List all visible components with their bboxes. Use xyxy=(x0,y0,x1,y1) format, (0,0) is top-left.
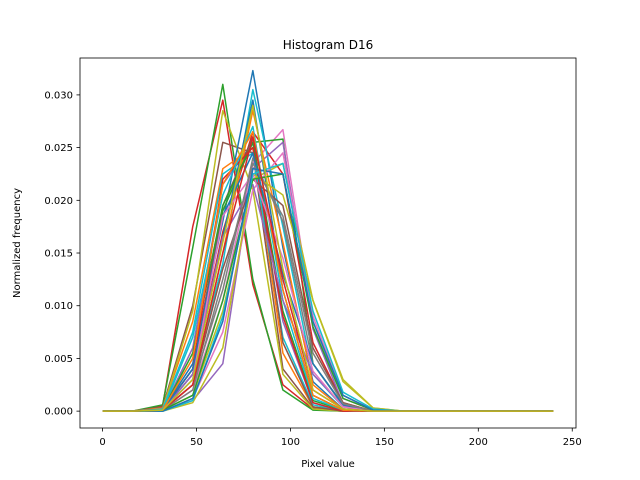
y-tick-label: 0.025 xyxy=(44,143,73,154)
x-tick-label: 250 xyxy=(563,437,582,448)
y-tick-label: 0.005 xyxy=(44,354,73,365)
series-line-34 xyxy=(102,104,554,412)
chart-title: Histogram D16 xyxy=(283,38,374,52)
y-tick-label: 0.015 xyxy=(44,249,73,260)
y-axis: 0.000 0.005 0.010 0.015 0.020 0.025 0.030 xyxy=(44,90,80,418)
y-tick-label: 0.030 xyxy=(44,90,73,101)
y-tick-label: 0.000 xyxy=(44,407,73,418)
y-axis-label: Normalized frequency xyxy=(12,188,23,298)
x-tick-label: 100 xyxy=(281,437,300,448)
y-tick-label: 0.010 xyxy=(44,301,73,312)
series-layer xyxy=(102,69,554,412)
x-tick-label: 50 xyxy=(190,437,203,448)
x-tick-label: 200 xyxy=(469,437,488,448)
plot-frame xyxy=(79,57,577,429)
x-tick-label: 0 xyxy=(99,437,105,448)
y-tick-label: 0.020 xyxy=(44,196,73,207)
x-axis: 0 50 100 150 200 250 xyxy=(99,428,582,448)
x-tick-label: 150 xyxy=(375,437,394,448)
x-axis-label: Pixel value xyxy=(301,459,355,470)
